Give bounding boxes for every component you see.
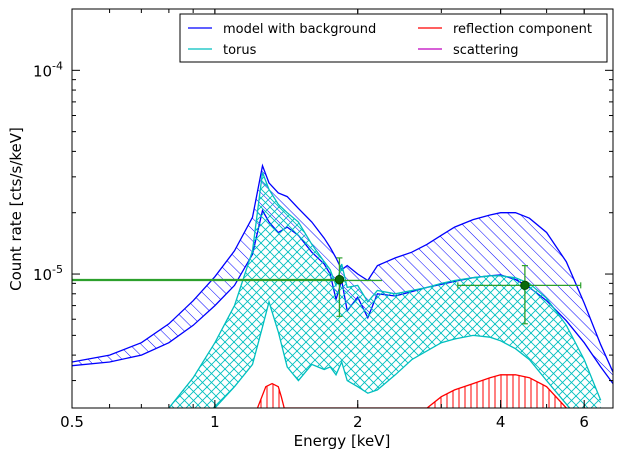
legend-label-torus: torus <box>223 43 257 58</box>
legend: model with background reflection componen… <box>179 13 608 63</box>
x-tick-label: 2 <box>353 413 363 431</box>
torus-lower-line <box>213 299 571 408</box>
data-point-marker <box>520 280 530 291</box>
x-tick-label: 6 <box>579 413 589 431</box>
y-tick-label: 10-4 <box>33 59 63 80</box>
x-tick-label: 0.5 <box>60 413 84 431</box>
y-tick-label: 10-5 <box>33 263 63 284</box>
torus-upper-line <box>167 172 602 408</box>
legend-box <box>179 13 608 63</box>
data-point-marker <box>334 274 345 285</box>
plot-frame <box>71 8 614 409</box>
model-with-background-upper-line <box>72 163 613 373</box>
reflection-component-upper-line <box>256 374 567 408</box>
torus-band-fill <box>168 172 601 408</box>
reflection-component-band-fill <box>257 374 567 408</box>
x-tick-label: 4 <box>496 413 506 431</box>
y-axis-label: Count rate [cts/s/keV] <box>7 127 25 291</box>
tick-labels: 0.5 1 2 4 6 10-5 10-4 <box>33 59 589 431</box>
legend-label-scattering: scattering <box>453 43 519 58</box>
x-axis-label: Energy [keV] <box>294 432 391 450</box>
legend-label-model-with-background: model with background <box>223 22 376 37</box>
legend-label-reflection-component: reflection component <box>453 22 592 37</box>
x-tick-label: 1 <box>210 413 220 431</box>
axis-ticks <box>71 8 613 408</box>
plot-area <box>72 163 613 408</box>
